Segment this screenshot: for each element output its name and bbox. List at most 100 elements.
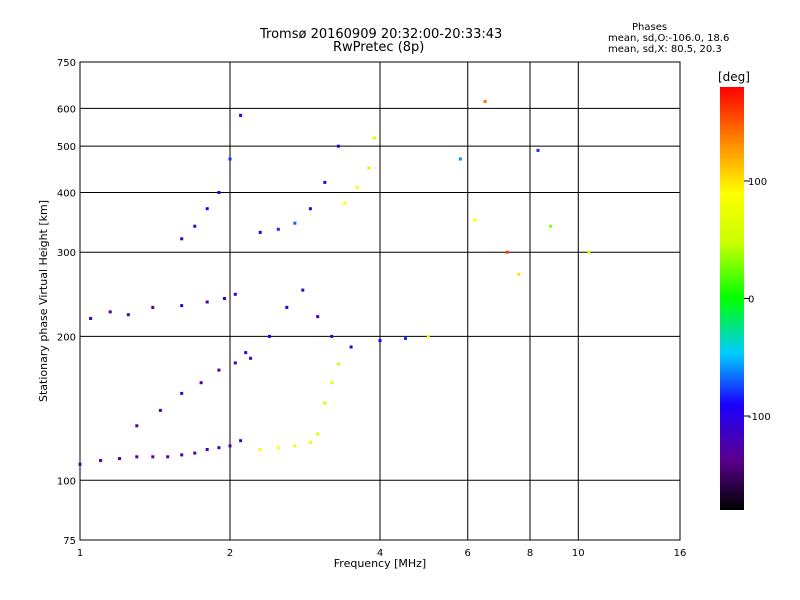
data-point xyxy=(217,446,221,450)
data-point xyxy=(276,446,280,450)
data-point xyxy=(180,237,184,241)
x-tick-label: 1 xyxy=(77,548,83,559)
data-point xyxy=(135,455,139,459)
data-point xyxy=(239,439,243,443)
data-point xyxy=(205,300,209,304)
data-point xyxy=(78,462,82,466)
y-tick-label: 200 xyxy=(57,332,76,343)
y-tick-labels: 75 100 200 300 400 500 600 750 xyxy=(57,58,76,547)
x-tick-label: 4 xyxy=(377,548,383,559)
data-point xyxy=(378,339,382,343)
data-point xyxy=(505,250,509,254)
data-point xyxy=(330,334,334,338)
data-point xyxy=(205,207,209,211)
data-point xyxy=(308,207,312,211)
data-point xyxy=(193,224,197,228)
data-point xyxy=(180,391,184,395)
stats-o-text: mean, sd,O:-106.0, 18.6 xyxy=(608,33,730,44)
x-tick-label: 8 xyxy=(527,548,533,559)
colorbar-tick-label: 0 xyxy=(748,295,754,306)
data-point xyxy=(258,448,262,451)
y-tick-label: 75 xyxy=(63,536,76,547)
data-point xyxy=(217,368,221,372)
x-tick-label: 2 xyxy=(227,548,233,559)
data-point xyxy=(336,362,340,366)
colorbar-tick-label: -100 xyxy=(748,412,771,423)
data-point xyxy=(473,218,477,222)
data-point xyxy=(268,334,271,338)
data-point xyxy=(118,457,121,461)
data-point xyxy=(193,451,197,455)
data-point xyxy=(228,444,232,448)
data-point xyxy=(426,334,430,338)
x-tick-label: 16 xyxy=(674,548,687,559)
data-point xyxy=(199,381,203,385)
data-point xyxy=(258,230,262,234)
data-point xyxy=(228,157,232,161)
data-point xyxy=(301,288,305,292)
grid-lines xyxy=(80,62,680,540)
data-point xyxy=(249,356,253,360)
data-point xyxy=(158,408,162,412)
x-tick-label: 6 xyxy=(465,548,471,559)
data-point xyxy=(217,191,221,194)
colorbar-ticks: 100 0 -100 xyxy=(744,177,771,423)
data-point xyxy=(587,250,591,254)
data-point xyxy=(367,166,371,170)
x-tick-label: 10 xyxy=(572,548,585,559)
data-point xyxy=(517,272,521,276)
data-point xyxy=(293,221,297,225)
phases-label: Phases xyxy=(632,22,668,33)
colorbar-unit-label: [deg] xyxy=(718,70,750,84)
data-point xyxy=(233,361,237,365)
y-tick-label: 600 xyxy=(57,104,76,115)
data-point xyxy=(180,304,184,308)
data-point xyxy=(349,345,353,349)
data-point xyxy=(323,180,327,184)
y-tick-label: 100 xyxy=(57,476,76,487)
chart-title-line1: Tromsø 20160909 20:32:00-20:33:43 xyxy=(260,27,503,42)
data-points xyxy=(78,100,591,466)
stats-x-text: mean, sd,X: 80.5, 20.3 xyxy=(608,44,722,55)
data-point xyxy=(483,100,487,103)
data-point xyxy=(99,459,103,462)
data-point xyxy=(233,292,237,296)
y-tick-label: 300 xyxy=(57,248,76,259)
data-point xyxy=(244,351,248,355)
data-point xyxy=(373,136,376,140)
y-tick-label: 500 xyxy=(57,142,76,153)
data-point xyxy=(239,113,243,117)
y-tick-label: 750 xyxy=(57,58,76,69)
colorbar xyxy=(720,87,744,510)
data-point xyxy=(151,455,155,459)
data-point xyxy=(323,401,327,405)
data-point xyxy=(336,144,340,148)
chart-title-line2: RwPretec (8p) xyxy=(333,40,425,55)
data-point xyxy=(549,224,553,228)
data-point xyxy=(355,185,359,189)
data-point xyxy=(205,448,209,451)
data-point xyxy=(126,313,130,317)
data-point xyxy=(343,201,347,205)
data-point xyxy=(285,305,289,309)
data-point xyxy=(536,148,540,152)
data-point xyxy=(293,444,297,448)
data-point xyxy=(404,337,407,340)
x-axis-label: Frequency [MHz] xyxy=(334,557,426,570)
data-point xyxy=(89,317,93,320)
data-point xyxy=(316,432,320,436)
data-point xyxy=(180,453,184,457)
colorbar-tick-label: 100 xyxy=(748,177,767,188)
data-point xyxy=(135,424,139,428)
data-point xyxy=(316,315,320,319)
data-point xyxy=(108,310,112,314)
y-axis-label: Stationary phase Virtual Height [km] xyxy=(37,200,50,402)
y-tick-label: 400 xyxy=(57,188,76,199)
data-point xyxy=(166,455,170,459)
data-point xyxy=(151,305,155,309)
data-point xyxy=(223,297,226,300)
x-tick-labels: 1 2 4 6 8 10 16 xyxy=(77,548,687,559)
data-point xyxy=(276,227,280,231)
data-point xyxy=(308,440,312,444)
